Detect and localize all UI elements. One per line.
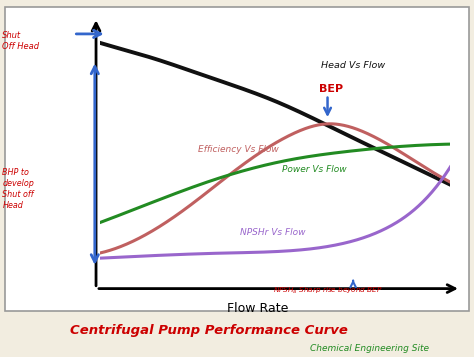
Text: Shut
Off Head: Shut Off Head (2, 31, 39, 51)
Text: Head Vs Flow: Head Vs Flow (320, 61, 384, 70)
FancyBboxPatch shape (5, 7, 469, 311)
Text: Chemical Engineering Site: Chemical Engineering Site (310, 343, 429, 353)
Text: NPSHr Vs Flow: NPSHr Vs Flow (240, 228, 305, 237)
Text: NPSH$_a$ Sharp rise beyond BEP: NPSH$_a$ Sharp rise beyond BEP (273, 286, 383, 296)
Text: Power Vs Flow: Power Vs Flow (282, 165, 346, 174)
Text: Centrifugal Pump Performance Curve: Centrifugal Pump Performance Curve (70, 324, 347, 337)
Text: BEP: BEP (319, 84, 343, 94)
Text: Efficiency Vs Flow: Efficiency Vs Flow (198, 145, 279, 154)
Text: Flow Rate: Flow Rate (227, 302, 288, 315)
Text: BHP to
develop
Shut off
Head: BHP to develop Shut off Head (2, 168, 34, 210)
